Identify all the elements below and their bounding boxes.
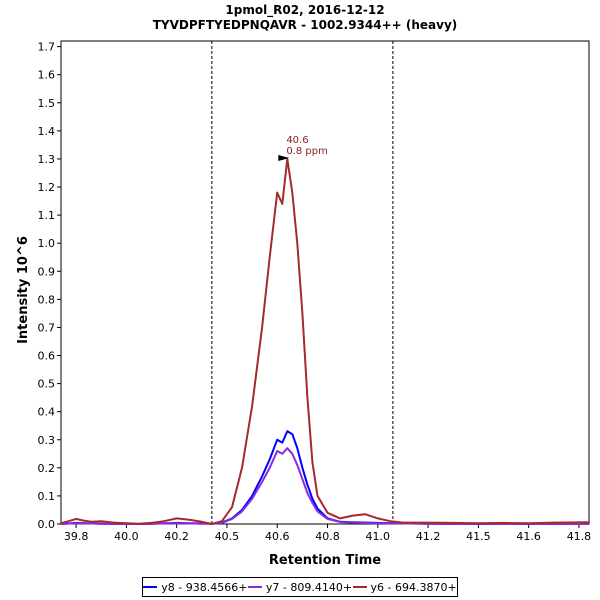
x-tick-label: 40.6 bbox=[265, 530, 290, 543]
y-axis: 0.0 0.1 0.2 0.3 0.4 0.5 0.6 0.7 0.8 0.9 1.0 1.1 1.2 1… bbox=[38, 41, 61, 531]
y-tick-label: 1.2 bbox=[38, 181, 56, 194]
x-tick-label: 39.8 bbox=[64, 530, 89, 543]
y-tick-label: 1.0 bbox=[38, 237, 56, 250]
y-tick-label: 0.6 bbox=[38, 350, 56, 363]
x-tick-label: 40.5 bbox=[215, 530, 240, 543]
y-tick-label: 0.2 bbox=[38, 462, 56, 475]
peak-ppm-label: 0.8 ppm bbox=[286, 146, 328, 157]
legend-item-y6: y6 - 694.3870+ bbox=[352, 580, 457, 594]
peak-annotation: 40.6 0.8 ppm bbox=[278, 135, 328, 161]
y-tick-label: 0.4 bbox=[38, 406, 56, 419]
y-tick-label: 0.0 bbox=[38, 518, 56, 531]
legend-item-y8: y8 - 938.4566+ bbox=[143, 581, 247, 594]
x-tick-label: 41.0 bbox=[366, 530, 391, 543]
legend-swatch-y7 bbox=[247, 586, 262, 588]
x-axis: 39.8 40.0 40.2 40.5 40.6 40.8 41.0 41.2 41.5 41.6… bbox=[64, 524, 591, 543]
x-tick-label: 41.6 bbox=[516, 530, 541, 543]
legend-swatch-y6 bbox=[352, 586, 367, 588]
y-tick-label: 1.3 bbox=[38, 153, 56, 166]
y-tick-label: 0.5 bbox=[38, 378, 56, 391]
peak-marker-icon bbox=[278, 154, 290, 161]
legend: y8 - 938.4566+ y7 - 809.4140+ y6 - 694.3… bbox=[142, 577, 458, 597]
legend-label-y8: y8 - 938.4566+ bbox=[161, 580, 248, 594]
peak-rt-label: 40.6 bbox=[286, 135, 308, 146]
x-tick-label: 40.0 bbox=[114, 530, 139, 543]
x-tick-label: 40.8 bbox=[315, 530, 340, 543]
x-tick-label: 41.5 bbox=[466, 530, 491, 543]
y-tick-label: 0.1 bbox=[38, 490, 56, 503]
integration-boundaries bbox=[211, 41, 394, 524]
y-tick-label: 1.7 bbox=[38, 41, 56, 54]
y-axis-label: Intensity 10^6 bbox=[16, 236, 31, 344]
x-tick-label: 41.2 bbox=[416, 530, 441, 543]
series-layer bbox=[60, 157, 590, 525]
legend-label-y7: y7 - 809.4140+ bbox=[265, 580, 353, 594]
legend-item-y7: y7 - 809.4140+ bbox=[247, 580, 353, 594]
x-tick-label: 41.8 bbox=[567, 530, 592, 543]
y-tick-label: 0.9 bbox=[38, 265, 56, 278]
x-tick-label: 40.2 bbox=[164, 530, 189, 543]
chart-subtitle: TYVDPFTYEDPNQAVR - 1002.9344++ (heavy) bbox=[153, 18, 458, 32]
y-tick-label: 1.6 bbox=[38, 69, 56, 82]
x-axis-label: Retention Time bbox=[269, 553, 381, 568]
y-tick-label: 1.1 bbox=[38, 209, 56, 222]
y-tick-label: 0.3 bbox=[38, 434, 56, 447]
legend-swatch-y8 bbox=[143, 586, 158, 588]
y-tick-label: 1.5 bbox=[38, 97, 56, 110]
y-tick-label: 0.7 bbox=[38, 321, 56, 334]
y-tick-label: 0.8 bbox=[38, 293, 56, 306]
legend-label-y6: y6 - 694.3870+ bbox=[370, 580, 457, 594]
series-line-y6 bbox=[60, 157, 590, 525]
plot-frame bbox=[60, 40, 590, 525]
y-tick-label: 1.4 bbox=[38, 125, 56, 138]
chart-title: 1pmol_R02, 2016-12-12 bbox=[225, 3, 384, 18]
